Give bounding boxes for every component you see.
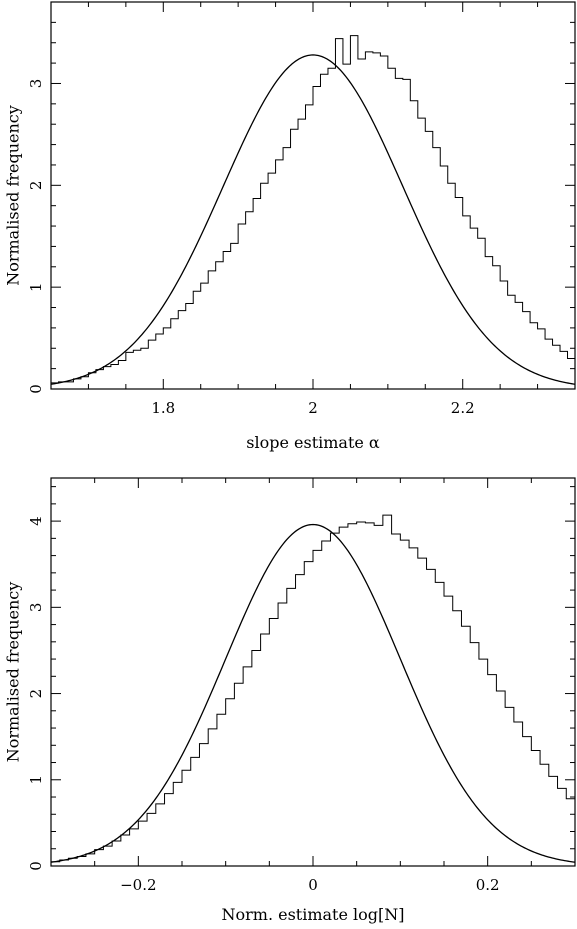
x-tick-label: −0.2 (120, 876, 156, 894)
y-tick-label: 0 (27, 384, 45, 394)
chart-bottom-norm-logN: −0.2 0 0.2 0 1 2 3 4 Norm. estimate log[N] Normal… (4, 477, 576, 924)
y-tick-label: 2 (27, 181, 45, 191)
x-tick-label: 0.2 (476, 876, 500, 894)
y-axis-label: Normalised frequency (4, 582, 23, 763)
x-tick-label: 0 (308, 876, 318, 894)
plot-frame (50, 477, 576, 867)
y-tick-label: 1 (27, 775, 45, 785)
x-tick-label: 2.2 (451, 399, 475, 417)
y-tick-label: 3 (27, 603, 45, 613)
y-tick-label: 0 (27, 861, 45, 871)
y-axis-label: Normalised frequency (4, 105, 23, 286)
y-tick-label: 2 (27, 689, 45, 699)
gaussian-fit-curve (51, 54, 575, 385)
x-axis-label: slope estimate α (246, 433, 380, 452)
y-tick-label: 1 (27, 282, 45, 292)
histogram-steps (51, 514, 575, 866)
gaussian-fit-curve (51, 523, 575, 863)
x-tick-label: 2 (308, 399, 318, 417)
y-tick-label: 4 (27, 516, 45, 526)
x-axis-label: Norm. estimate log[N] (221, 905, 404, 924)
y-tick-label: 3 (27, 79, 45, 89)
plot-frame (50, 1, 576, 390)
chart-top-slope-alpha: 1.8 2 2.2 0 1 2 3 slope estimate α Normalised fr… (4, 1, 576, 452)
histogram-steps (51, 35, 575, 389)
x-tick-label: 1.8 (151, 399, 175, 417)
